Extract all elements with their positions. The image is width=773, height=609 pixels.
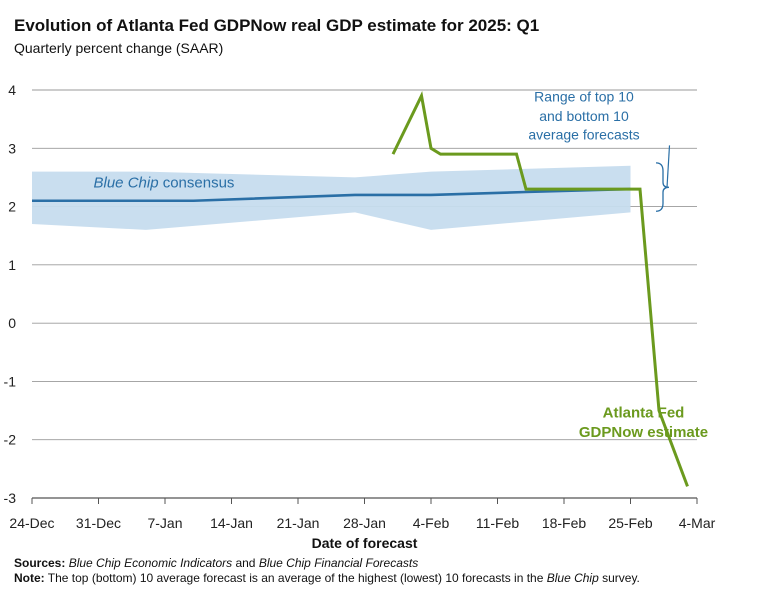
x-tick-label: 28-Jan — [343, 515, 386, 531]
range-annotation-line3: average forecasts — [528, 127, 639, 143]
y-axis-ticks: 4 3 2 1 0 -1 -2 -3 — [4, 82, 17, 506]
blue-chip-consensus-line — [32, 187, 631, 203]
x-tick-label: 14-Jan — [210, 515, 253, 531]
y-tick-label: 0 — [8, 315, 16, 331]
x-tick-label: 7-Jan — [147, 515, 182, 531]
x-tick-label: 24-Dec — [9, 515, 54, 531]
y-tick-label: 4 — [8, 82, 16, 98]
range-annotation-brace — [655, 162, 670, 212]
sources-and: and — [232, 556, 259, 570]
x-tick-label: 25-Feb — [608, 515, 653, 531]
series-layer — [32, 91, 689, 487]
forecast-range-band-layer — [32, 165, 631, 230]
x-axis-label: Date of forecast — [312, 535, 418, 551]
y-tick-label: 3 — [8, 140, 16, 156]
note-text: The top (bottom) 10 average forecast is … — [44, 571, 547, 585]
y-tick-label: -2 — [4, 432, 17, 448]
sources-financial: Blue Chip Financial Forecasts — [258, 556, 419, 570]
x-tick-label: 31-Dec — [76, 515, 121, 531]
note-bluechip: Blue Chip — [546, 571, 599, 585]
chart-title: Evolution of Atlanta Fed GDPNow real GDP… — [14, 16, 540, 35]
consensus-label-rest: consensus — [159, 174, 235, 191]
note-label: Note: — [14, 571, 45, 585]
x-tick-label: 21-Jan — [277, 515, 320, 531]
y-tick-label: 2 — [8, 199, 16, 215]
chart-footer: Sources: Blue Chip Economic Indicators a… — [14, 556, 754, 586]
range-annotation-line2: and bottom 10 — [539, 108, 629, 124]
note-line: Note: The top (bottom) 10 average foreca… — [14, 571, 754, 586]
sources-indicators: Blue Chip Economic Indicators — [68, 556, 233, 570]
sources-line: Sources: Blue Chip Economic Indicators a… — [14, 556, 754, 571]
x-tick-label: 4-Feb — [413, 515, 450, 531]
range-annotation-leader — [666, 145, 671, 188]
x-tick-label: 4-Mar — [679, 515, 716, 531]
range-annotation-line1: Range of top 10 — [534, 89, 634, 105]
note-survey: survey. — [598, 571, 640, 585]
gdpnow-label-line2: GDPNow estimate — [579, 424, 708, 441]
y-tick-label: 1 — [8, 257, 16, 273]
chart-subtitle: Quarterly percent change (SAAR) — [14, 40, 224, 56]
x-tick-label: 11-Feb — [476, 515, 520, 531]
x-axis-ticks: 24-Dec 31-Dec 7-Jan 14-Jan 21-Jan 28-Jan 4-Feb… — [9, 498, 716, 531]
gdpnow-estimate-line — [391, 91, 689, 487]
sources-label: Sources: — [14, 556, 66, 570]
consensus-label-italic: Blue Chip — [94, 174, 159, 191]
y-tick-label: -1 — [4, 373, 17, 389]
annotation-layer: Blue Chip consensus Range of top 10 and … — [94, 89, 709, 441]
consensus-label: Blue Chip consensus — [94, 174, 235, 191]
gdpnow-label-line1: Atlanta Fed — [603, 405, 685, 422]
y-tick-label: -3 — [4, 490, 17, 506]
forecast-range-band — [32, 165, 631, 230]
x-tick-label: 18-Feb — [542, 515, 587, 531]
